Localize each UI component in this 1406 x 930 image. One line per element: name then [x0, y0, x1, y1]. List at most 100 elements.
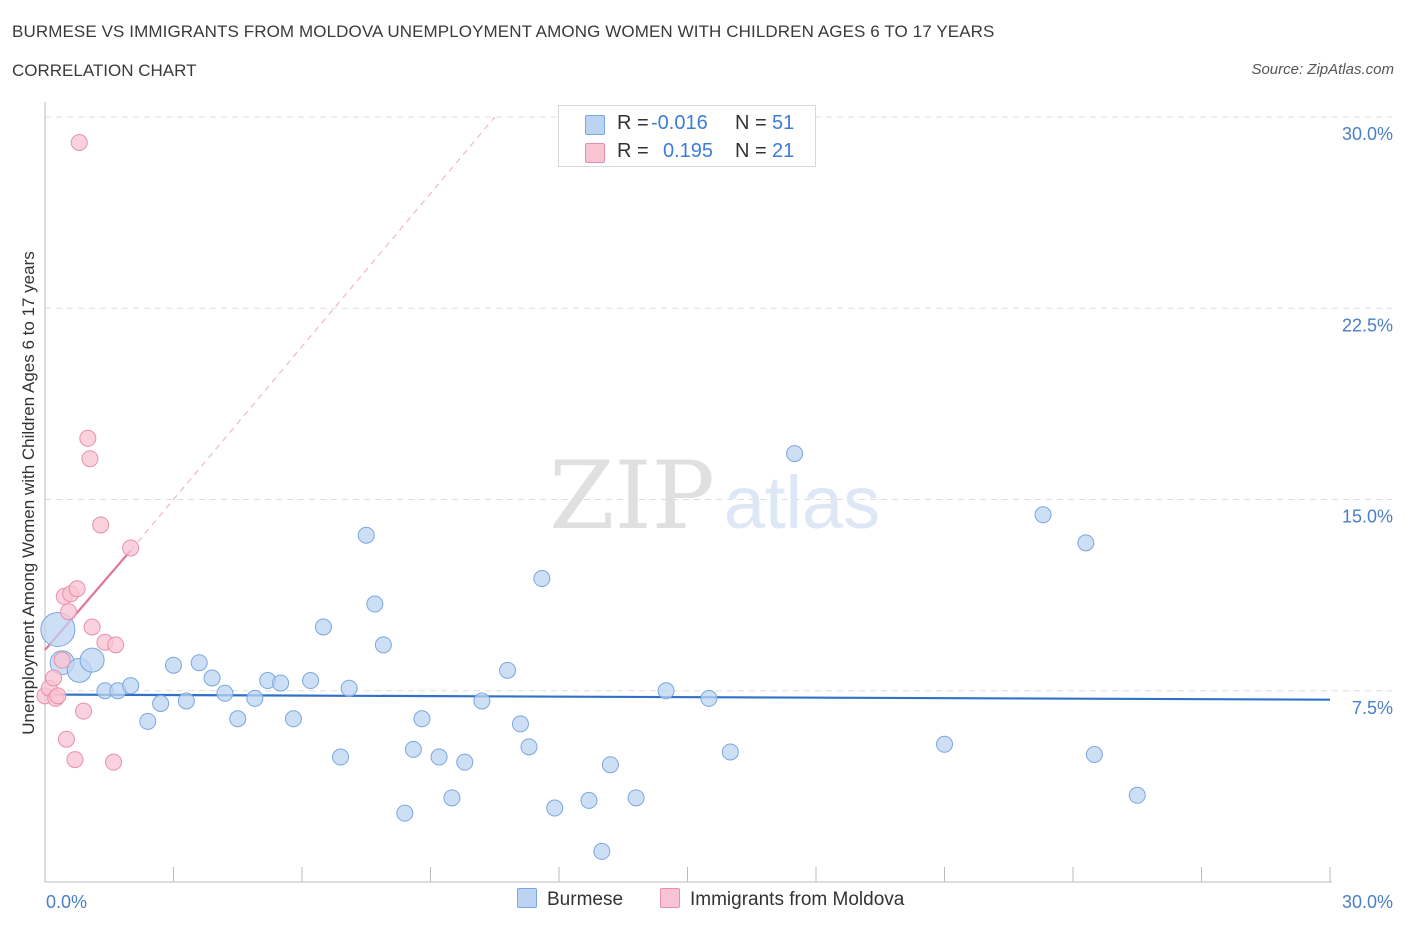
burmese-point [357, 526, 375, 544]
r-label: R = [617, 112, 649, 134]
y-tick-label: 22.5% [1342, 315, 1393, 335]
moldova-point [45, 669, 63, 687]
x-ticks [173, 867, 1331, 882]
moldova-point [83, 618, 101, 636]
moldova-point [79, 429, 97, 447]
burmese-point [657, 682, 675, 700]
r-value: 0.195 [663, 140, 714, 162]
burmese-point [396, 804, 414, 822]
burmese-point [1034, 506, 1052, 524]
burmese-point [152, 695, 170, 712]
moldova-point [107, 636, 125, 654]
burmese-point [601, 756, 619, 774]
burmese-point [246, 689, 264, 707]
burmese-swatch [585, 115, 605, 135]
burmese-point [627, 789, 645, 807]
burmese-point [721, 743, 739, 761]
stats-legend: R = -0.016 N = 51 R = 0.195 N = 21 [558, 105, 816, 167]
burmese-point [499, 661, 517, 679]
burmese-point [700, 689, 718, 707]
burmese-point [533, 570, 551, 588]
moldova-point [60, 603, 78, 621]
legend-item-moldova: Immigrants from Moldova [660, 888, 904, 911]
burmese-point [511, 715, 529, 733]
series-legend: Burmese Immigrants from Moldova [0, 888, 1406, 918]
moldova-point [70, 134, 88, 151]
burmese-point [165, 656, 182, 674]
burmese-point [443, 789, 461, 807]
r-label: R = [617, 140, 649, 162]
legend-item-burmese: Burmese [517, 888, 623, 911]
moldova-point [81, 450, 99, 468]
moldova-point [57, 730, 75, 748]
burmese-point [1077, 534, 1095, 552]
gridlines [45, 116, 1392, 692]
trend-lines [44, 116, 1331, 701]
burmese-point [580, 791, 598, 809]
n-value: 51 [772, 112, 795, 134]
moldova-trend-extension [130, 116, 496, 551]
axes [44, 102, 1332, 883]
y-tick-labels: 7.5% 15.0% 22.5% 30.0% [1342, 124, 1393, 718]
chart-source: Source: ZipAtlas.com [1251, 61, 1394, 78]
burmese-point [1085, 746, 1103, 763]
burmese-point [139, 712, 157, 730]
burmese-point [786, 445, 804, 463]
burmese-point [40, 612, 76, 648]
legend-label: Burmese [547, 889, 624, 910]
x-tick-label-max: 30.0% [1342, 892, 1393, 912]
burmese-point [216, 684, 234, 702]
burmese-point [203, 669, 221, 687]
y-tick-label: 30.0% [1342, 124, 1393, 144]
y-tick-label: 7.5% [1352, 698, 1393, 718]
moldova-point [66, 751, 84, 769]
burmese-point [546, 799, 564, 817]
moldova-point [49, 687, 67, 705]
n-value: 21 [772, 140, 795, 162]
moldova-point [122, 539, 140, 557]
moldova-point [75, 702, 93, 720]
x-tick-label-min: 0.0% [46, 892, 87, 912]
moldova-point [92, 516, 110, 534]
burmese-point [473, 692, 491, 710]
n-label: N = [735, 112, 767, 134]
n-label: N = [735, 140, 767, 162]
burmese-point [272, 674, 290, 692]
burmese-point [340, 679, 358, 697]
moldova-swatch [585, 143, 605, 163]
burmese-point [229, 710, 247, 728]
moldova-point [53, 651, 71, 669]
burmese-point [122, 677, 140, 695]
burmese-point [593, 842, 611, 860]
points [36, 134, 1146, 860]
moldova-point [68, 580, 86, 598]
burmese-swatch [517, 888, 537, 908]
burmese-point [413, 710, 431, 728]
burmese-point [332, 748, 350, 766]
chart-title: BURMESE VS IMMIGRANTS FROM MOLDOVA UNEMP… [12, 22, 995, 41]
burmese-point [520, 738, 538, 756]
chart-subtitle: CORRELATION CHART [12, 61, 197, 80]
burmese-point [1128, 786, 1146, 804]
burmese-point [366, 595, 384, 613]
burmese-point [302, 672, 320, 690]
burmese-point [79, 647, 105, 673]
burmese-point [430, 748, 448, 766]
y-axis-title: Unemployment Among Women with Children A… [19, 251, 38, 735]
burmese-point [936, 735, 953, 753]
moldova-point [105, 753, 123, 771]
watermark: ZIP atlas [549, 442, 880, 551]
y-tick-label: 15.0% [1342, 507, 1393, 527]
burmese-point [456, 753, 474, 771]
burmese-point [177, 692, 195, 710]
burmese-point [190, 654, 208, 672]
burmese-point [374, 636, 392, 654]
burmese-point [404, 740, 422, 758]
watermark-zip: ZIP [549, 442, 715, 551]
burmese-trend-line [44, 693, 1331, 701]
legend-label: Immigrants from Moldova [690, 889, 905, 910]
watermark-atlas: atlas [724, 461, 880, 544]
r-value: -0.016 [651, 112, 708, 134]
moldova-swatch [660, 888, 680, 908]
